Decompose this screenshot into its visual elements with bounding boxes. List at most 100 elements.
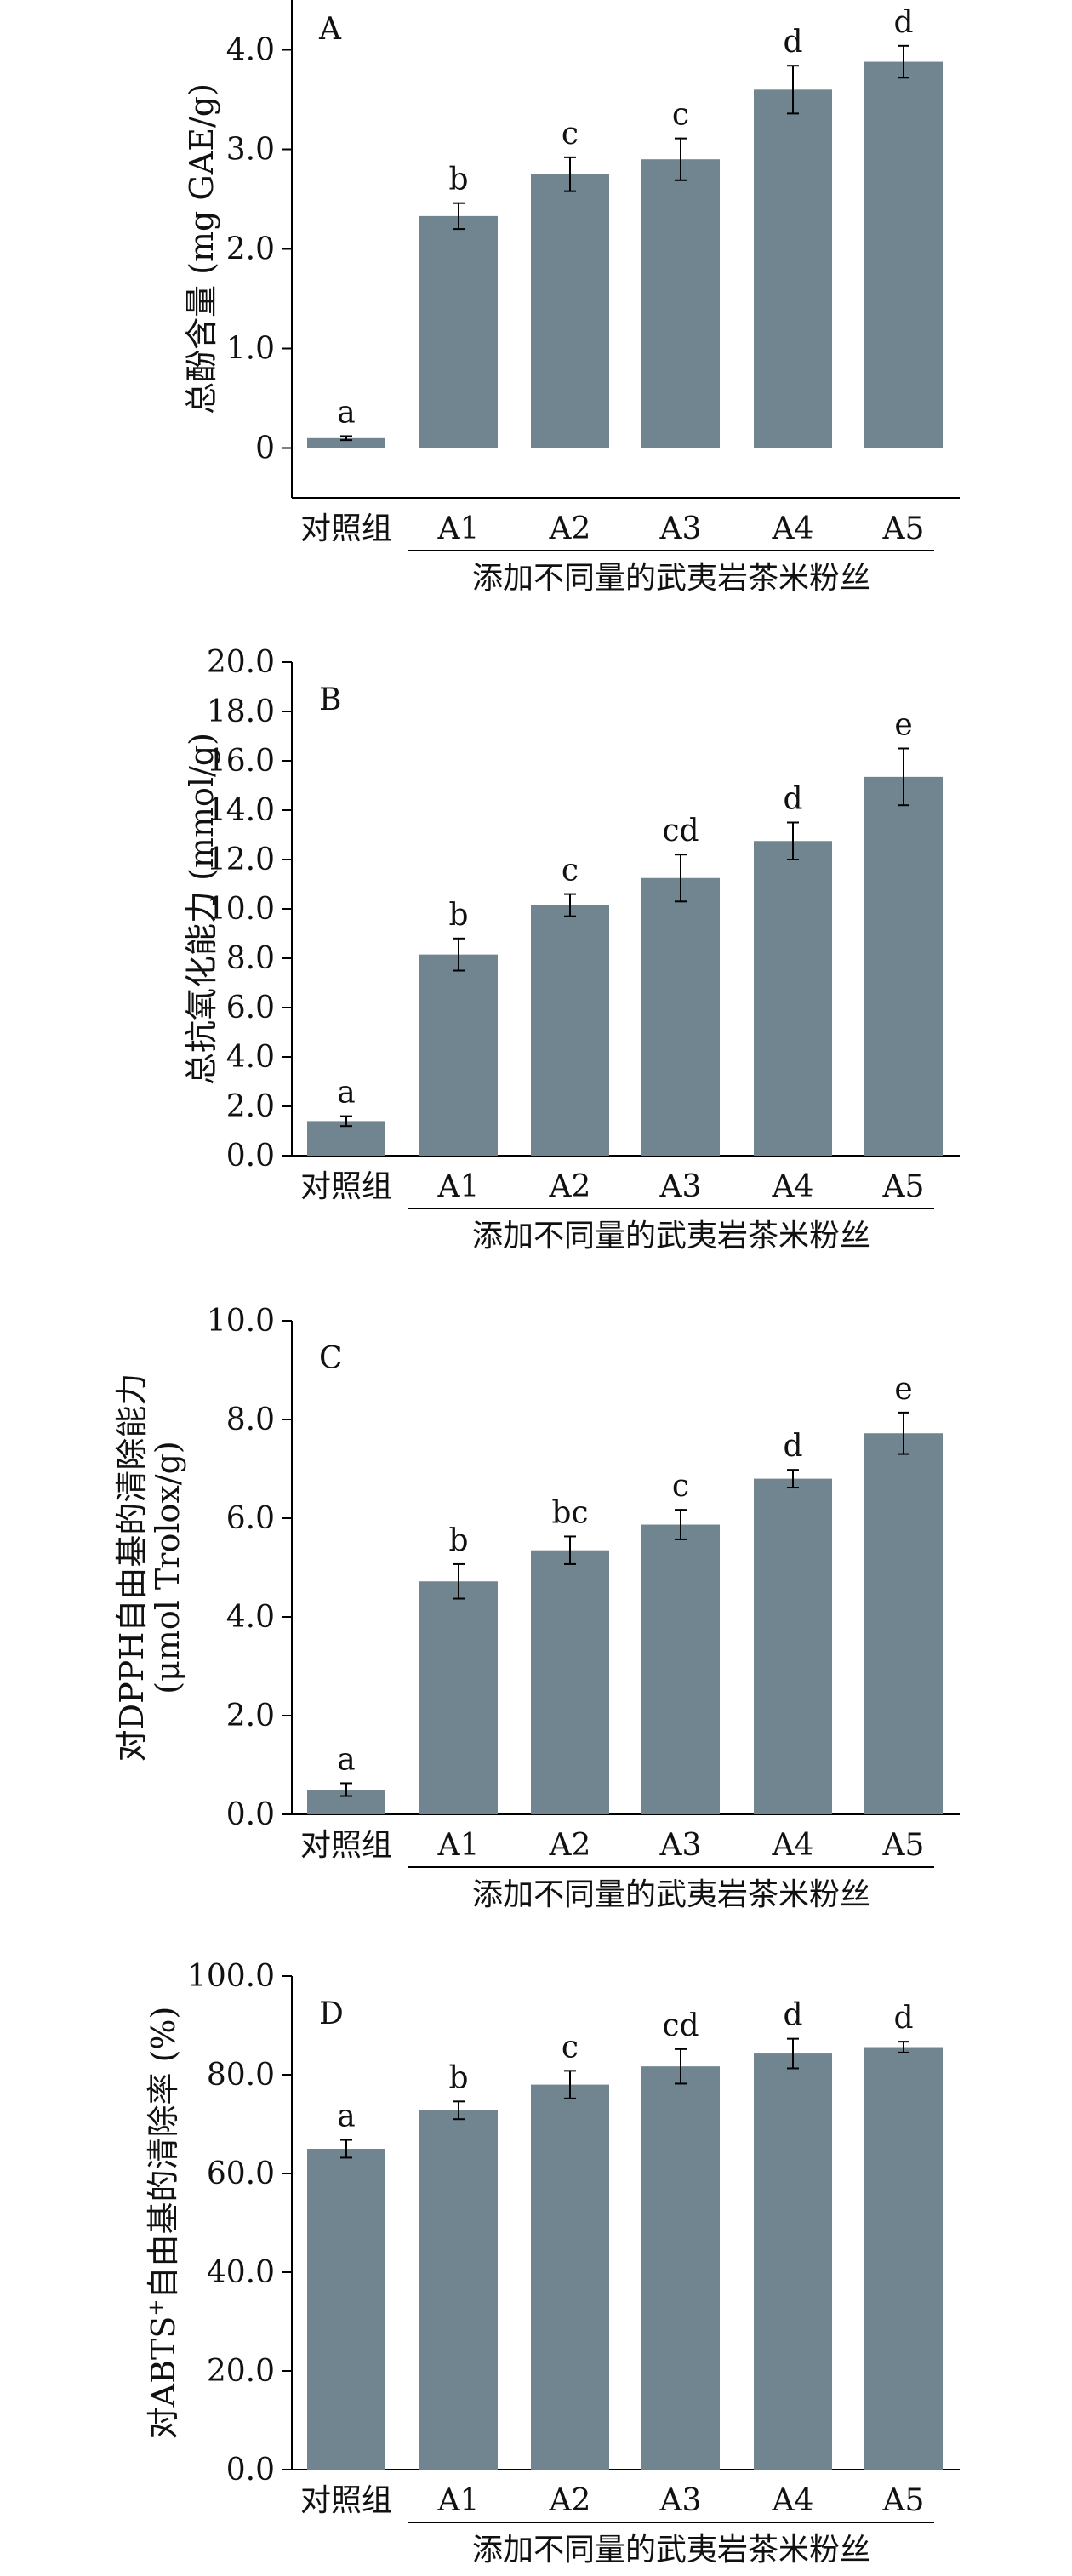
chart-panel-b: 0.0 2.0 4.0 6.0 8.0 10.0 12.0 14.0 16.0 18.0 20.0 a… bbox=[183, 645, 960, 1254]
x-tick-label: A5 bbox=[882, 2483, 925, 2518]
y-tick-label: 0 bbox=[255, 431, 275, 466]
significance-letter: d bbox=[893, 5, 913, 40]
significance-letter: d bbox=[783, 25, 802, 60]
x-tick-label: A2 bbox=[549, 1169, 591, 1204]
x-tick-label: A4 bbox=[772, 1169, 814, 1204]
bar bbox=[641, 2066, 720, 2470]
significance-letter: cd bbox=[662, 814, 699, 848]
y-tick-label: 20.0 bbox=[207, 2354, 275, 2389]
x-group-label: 添加不同量的武夷岩茶米粉丝 bbox=[472, 1877, 870, 1912]
y-tick-label: 20.0 bbox=[207, 645, 275, 680]
bar bbox=[419, 2110, 498, 2470]
significance-letter: d bbox=[783, 1998, 802, 2033]
bar bbox=[754, 89, 832, 448]
x-tick-label: A4 bbox=[772, 511, 814, 546]
y-axis-title: 总酚含量 (mg GAE/g) bbox=[183, 83, 220, 414]
y-tick-label: 0.0 bbox=[226, 1139, 275, 1174]
significance-letter: b bbox=[448, 163, 468, 197]
bar bbox=[864, 776, 943, 1156]
bar bbox=[864, 1433, 943, 1814]
significance-letter: e bbox=[894, 708, 912, 743]
y-tick-label: 60.0 bbox=[207, 2156, 275, 2191]
y-tick-label: 6.0 bbox=[226, 991, 275, 1025]
chart-panel-d: 0.0 20.0 40.0 60.0 80.0 100.0 a 对照组 b A1 c A2 cd A3 d A… bbox=[144, 1959, 960, 2567]
x-group-label: 添加不同量的武夷岩茶米粉丝 bbox=[472, 2533, 870, 2567]
x-tick-label: A1 bbox=[437, 1169, 480, 1204]
significance-letter: a bbox=[337, 395, 355, 430]
y-tick-label: 12.0 bbox=[207, 842, 275, 877]
x-tick-label: A4 bbox=[772, 1828, 814, 1863]
x-tick-label: A2 bbox=[549, 1828, 591, 1863]
significance-letter: cd bbox=[662, 2008, 699, 2043]
bar bbox=[531, 2084, 609, 2470]
chart-panel-c: 0.0 2.0 4.0 6.0 8.0 10.0 a 对照组 b A1 bc A2 c A3 d A4 e A5 添… bbox=[113, 1304, 960, 1912]
significance-letter: e bbox=[894, 1372, 912, 1407]
bar bbox=[754, 841, 832, 1156]
x-group-label: 添加不同量的武夷岩茶米粉丝 bbox=[472, 561, 870, 596]
significance-letter: c bbox=[562, 2030, 579, 2065]
x-tick-label: A1 bbox=[437, 511, 480, 546]
x-tick-label: 对照组 bbox=[300, 511, 392, 546]
bar bbox=[641, 877, 720, 1156]
y-tick-label: 8.0 bbox=[226, 1402, 275, 1437]
y-axis-title: 对DPPH自由基的清除能力 bbox=[113, 1374, 151, 1762]
y-axis-title: 总抗氧化能力 (mmol/g) bbox=[183, 733, 220, 1085]
x-tick-label: A5 bbox=[882, 1828, 925, 1863]
y-tick-label: 14.0 bbox=[207, 793, 275, 828]
y-tick-label: 10.0 bbox=[207, 1304, 275, 1339]
x-tick-label: A1 bbox=[437, 2483, 480, 2518]
x-tick-label: A3 bbox=[659, 1828, 702, 1863]
y-tick-label: 80.0 bbox=[207, 2058, 275, 2093]
y-tick-label: 8.0 bbox=[226, 941, 275, 976]
bar bbox=[531, 174, 609, 448]
y-tick-label: 2.0 bbox=[226, 1089, 275, 1124]
significance-letter: bc bbox=[551, 1495, 588, 1530]
x-tick-label: 对照组 bbox=[300, 1828, 392, 1863]
y-tick-label: 2.0 bbox=[226, 1699, 275, 1734]
significance-letter: c bbox=[562, 854, 579, 888]
chart-panel-a: 0 1.0 2.0 3.0 4.0 a 对照组 b A1 c A2 c A3 d A4 d A5 添加不同量的武夷… bbox=[183, 0, 960, 596]
significance-letter: b bbox=[448, 898, 468, 933]
bar bbox=[641, 1524, 720, 1814]
y-tick-label: 18.0 bbox=[207, 694, 275, 729]
y-tick-label: 4.0 bbox=[226, 1040, 275, 1075]
x-tick-label: A2 bbox=[549, 511, 591, 546]
bar bbox=[531, 1550, 609, 1814]
panel-label: C bbox=[319, 1341, 343, 1376]
bar bbox=[754, 2053, 832, 2470]
y-tick-label: 40.0 bbox=[207, 2255, 275, 2290]
x-group-label: 添加不同量的武夷岩茶米粉丝 bbox=[472, 1219, 870, 1254]
x-tick-label: A4 bbox=[772, 2483, 814, 2518]
bar bbox=[864, 2047, 943, 2470]
x-tick-label: A1 bbox=[437, 1828, 480, 1863]
y-tick-label: 3.0 bbox=[226, 133, 275, 168]
significance-letter: c bbox=[672, 1469, 689, 1504]
significance-letter: b bbox=[448, 1523, 468, 1558]
y-tick-label: 2.0 bbox=[226, 232, 275, 267]
y-axis-title: (μmol Trolox/g) bbox=[149, 1441, 186, 1694]
bar bbox=[754, 1478, 832, 1814]
x-tick-label: A3 bbox=[659, 511, 702, 546]
panel-label: A bbox=[318, 12, 342, 47]
x-tick-label: A5 bbox=[882, 511, 925, 546]
y-tick-label: 16.0 bbox=[207, 744, 275, 779]
bar bbox=[864, 61, 943, 448]
bar bbox=[419, 215, 498, 448]
panel-label: B bbox=[319, 683, 341, 717]
significance-letter: a bbox=[337, 2099, 355, 2134]
y-tick-label: 0.0 bbox=[226, 2453, 275, 2487]
y-tick-label: 10.0 bbox=[207, 892, 275, 927]
bar bbox=[641, 159, 720, 448]
significance-letter: a bbox=[337, 1742, 355, 1777]
y-axis-title: 对ABTS+自由基的清除率 (%) bbox=[144, 2007, 182, 2440]
significance-letter: a bbox=[337, 1076, 355, 1111]
bar bbox=[419, 1581, 498, 1814]
significance-letter: d bbox=[783, 1429, 802, 1464]
y-tick-label: 0.0 bbox=[226, 1797, 275, 1832]
x-tick-label: A5 bbox=[882, 1169, 925, 1204]
significance-letter: c bbox=[562, 117, 579, 151]
y-tick-label: 4.0 bbox=[226, 1600, 275, 1635]
y-tick-label: 100.0 bbox=[187, 1959, 275, 1994]
bar bbox=[531, 905, 609, 1156]
